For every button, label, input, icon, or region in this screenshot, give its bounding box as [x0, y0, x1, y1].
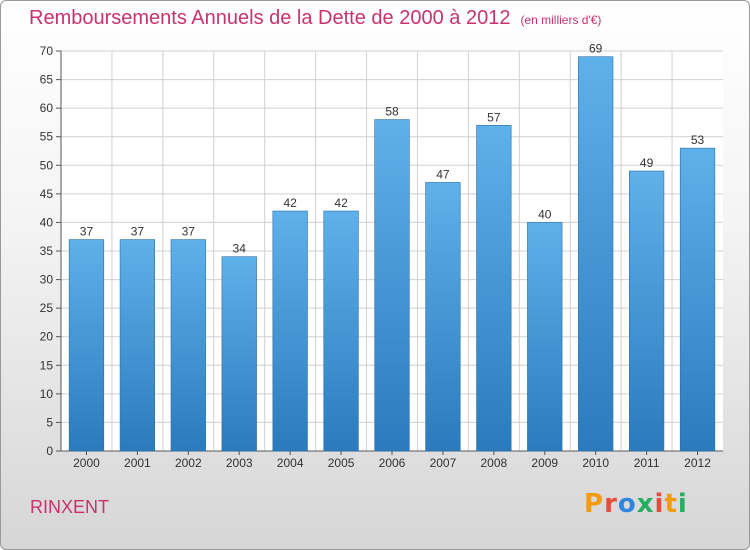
logo-letter: x [636, 489, 655, 519]
y-tick-label: 0 [46, 444, 53, 458]
proxiti-logo[interactable]: Proxiti [584, 489, 688, 519]
bar [425, 182, 461, 452]
value-label: 58 [385, 105, 399, 119]
y-tick-label: 15 [40, 358, 54, 372]
y-tick-label: 35 [40, 244, 54, 258]
y-tick-label: 10 [40, 387, 54, 401]
y-tick-label: 55 [40, 130, 54, 144]
x-tick-label: 2005 [328, 456, 355, 470]
x-tick-label: 2002 [175, 456, 202, 470]
value-label: 34 [233, 242, 247, 256]
x-tick-label: 2008 [480, 456, 507, 470]
x-tick-label: 2001 [124, 456, 151, 470]
value-label: 37 [182, 225, 196, 239]
bar [629, 170, 665, 452]
chart-subtitle: (en milliers d'€) [520, 13, 602, 27]
bar [527, 222, 563, 452]
x-tick-label: 2012 [684, 456, 711, 470]
bar [119, 239, 155, 452]
x-tick-label: 2003 [226, 456, 253, 470]
x-tick-label: 2000 [73, 456, 100, 470]
x-tick-label: 2011 [634, 456, 660, 470]
value-label: 69 [589, 42, 603, 56]
value-label: 47 [436, 167, 450, 181]
y-tick-label: 20 [40, 330, 54, 344]
bars [68, 56, 716, 452]
value-label: 40 [538, 207, 552, 221]
value-label: 37 [80, 225, 94, 239]
town-name: RINXENT [30, 497, 110, 517]
y-tick-label: 45 [40, 187, 54, 201]
logo-letter: r [604, 489, 618, 519]
logo-letter: o [617, 489, 637, 519]
value-label: 57 [487, 110, 501, 124]
value-label: 42 [334, 196, 348, 210]
y-tick-label: 65 [40, 73, 54, 87]
value-label: 42 [283, 196, 297, 210]
logo-letter: i [677, 489, 688, 519]
bar [476, 124, 512, 452]
logo-letter: P [584, 489, 605, 519]
x-tick-label: 2007 [430, 456, 457, 470]
value-label: 49 [640, 156, 654, 170]
y-tick-label: 25 [40, 301, 54, 315]
x-tick-label: 2004 [277, 456, 304, 470]
y-tick-label: 40 [40, 215, 54, 229]
bar [170, 239, 206, 452]
bar [221, 256, 257, 452]
x-tick-label: 2009 [531, 456, 558, 470]
bar [374, 119, 410, 452]
logo-letter: t [664, 489, 678, 519]
bar [578, 56, 614, 452]
value-label: 37 [131, 225, 145, 239]
y-tick-label: 70 [40, 44, 54, 58]
bar [679, 147, 716, 452]
bar [272, 210, 308, 452]
bar [323, 210, 359, 452]
logo-letter: i [654, 489, 665, 519]
x-tick-label: 2010 [582, 456, 609, 470]
y-tick-label: 30 [40, 273, 54, 287]
x-tick-label: 2006 [379, 456, 406, 470]
y-tick-label: 60 [40, 101, 54, 115]
chart-title: Remboursements Annuels de la Dette de 20… [29, 7, 601, 30]
labels: 37 2000 37 2001 37 2002 34 2003 42 2004 42 2005 58 20… [73, 42, 711, 470]
value-label: 53 [691, 133, 705, 147]
chart-title-text: Remboursements Annuels de la Dette de 20… [29, 7, 511, 29]
bar [68, 239, 105, 452]
y-tick-label: 5 [46, 415, 53, 429]
y-tick-label: 50 [40, 158, 54, 172]
